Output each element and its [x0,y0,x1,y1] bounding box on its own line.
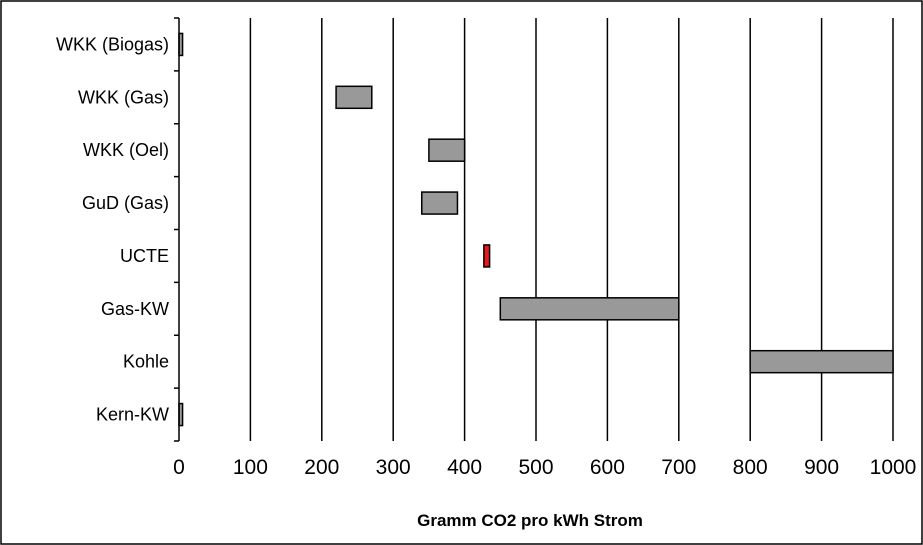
bar-kohle [749,349,894,374]
category-label: GuD (Gas) [82,193,169,213]
x-tick-label: 400 [447,456,482,479]
bar-wkk-oel [428,138,466,162]
x-tick-label: 1000 [870,456,917,479]
bar-ucte [483,244,491,268]
x-tick-label: 500 [518,456,553,479]
axes [174,17,180,442]
category-label: WKK (Gas) [78,87,169,107]
x-tick-label: 200 [304,456,339,479]
x-tick-label: 600 [590,456,625,479]
bar-wkk-gas [335,85,373,110]
grid-lines [249,18,894,441]
x-axis-title: Gramm CO2 pro kWh Strom [417,511,643,530]
x-tick-labels: 0 100 200 300 400 500 600 700 800 900 1000 [173,456,916,479]
category-label: Gas-KW [101,299,169,319]
bars [178,32,894,427]
x-tick-label: 800 [733,456,768,479]
category-label: Kern-KW [96,405,169,425]
category-labels: WKK (Biogas) WKK (Gas) WKK (Oel) GuD (Gas) U… [56,34,169,424]
x-tick-label: 300 [376,456,411,479]
category-label: Kohle [123,352,169,372]
x-tick-label: 900 [804,456,839,479]
category-label: WKK (Biogas) [56,34,169,54]
x-tick-label: 700 [661,456,696,479]
x-tick-label: 0 [173,456,185,479]
bar-gas-kw [499,297,680,321]
bar-gud-gas [421,191,459,215]
x-tick-label: 100 [233,456,268,479]
category-label: UCTE [120,246,169,266]
category-label: WKK (Oel) [83,140,169,160]
